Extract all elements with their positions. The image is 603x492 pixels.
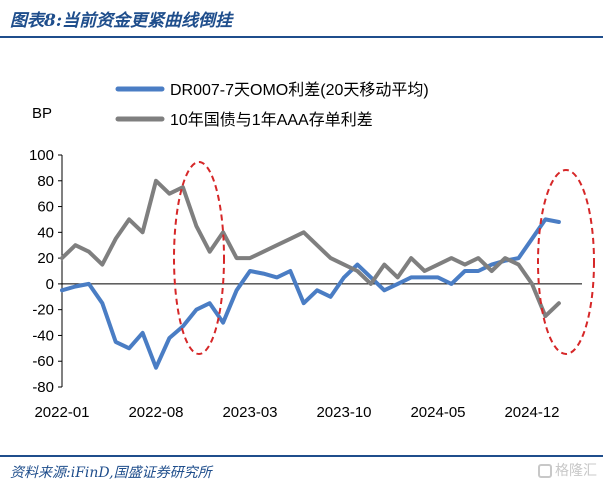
x-tick-label: 2024-05 (410, 404, 465, 421)
source-note: 资料来源:iFinD,国盛证券研究所 (10, 465, 212, 481)
watermark-text: 格隆汇 (555, 463, 597, 479)
y-tick-label: 40 (37, 224, 54, 241)
y-tick-label: 20 (37, 250, 54, 267)
y-tick-label: -40 (32, 327, 54, 344)
x-tick-label: 2023-10 (316, 404, 371, 421)
legend-label-1: DR007-7天OMO利差(20天移动平均) (170, 81, 429, 99)
x-tick-label: 2024-12 (504, 404, 559, 421)
y-tick-label: 60 (37, 199, 54, 216)
y-tick-label: 0 (46, 276, 54, 293)
series-line-2 (60, 178, 561, 319)
watermark-icon (538, 464, 552, 478)
x-tick-label: 2022-01 (34, 404, 89, 421)
y-tick-label: -60 (32, 353, 54, 370)
series-line-1 (60, 217, 561, 370)
x-tick-label: 2023-03 (222, 404, 277, 421)
watermark-logo: 格隆汇 (538, 460, 597, 480)
y-tick-label: -20 (32, 302, 54, 319)
figure-title: 图表8:当前资金更紧曲线倒挂 (10, 11, 233, 31)
y-axis-label: BP (32, 105, 52, 122)
y-tick-label: 80 (37, 173, 54, 190)
y-tick-label: 100 (29, 147, 54, 164)
highlight-ellipse-2022 (173, 161, 225, 355)
x-tick-label: 2022-08 (128, 404, 183, 421)
footer-divider (0, 455, 603, 457)
figure-header: 图表8:当前资金更紧曲线倒挂 (0, 0, 603, 38)
legend-label-2: 10年国债与1年AAA存单利差 (170, 111, 373, 129)
y-tick-label: -80 (32, 379, 54, 396)
highlight-ellipse-2025 (537, 169, 595, 355)
line-chart: BP 100 80 60 40 20 0 -20 -40 -60 -80 2022-01 2022-08… (29, 81, 595, 421)
